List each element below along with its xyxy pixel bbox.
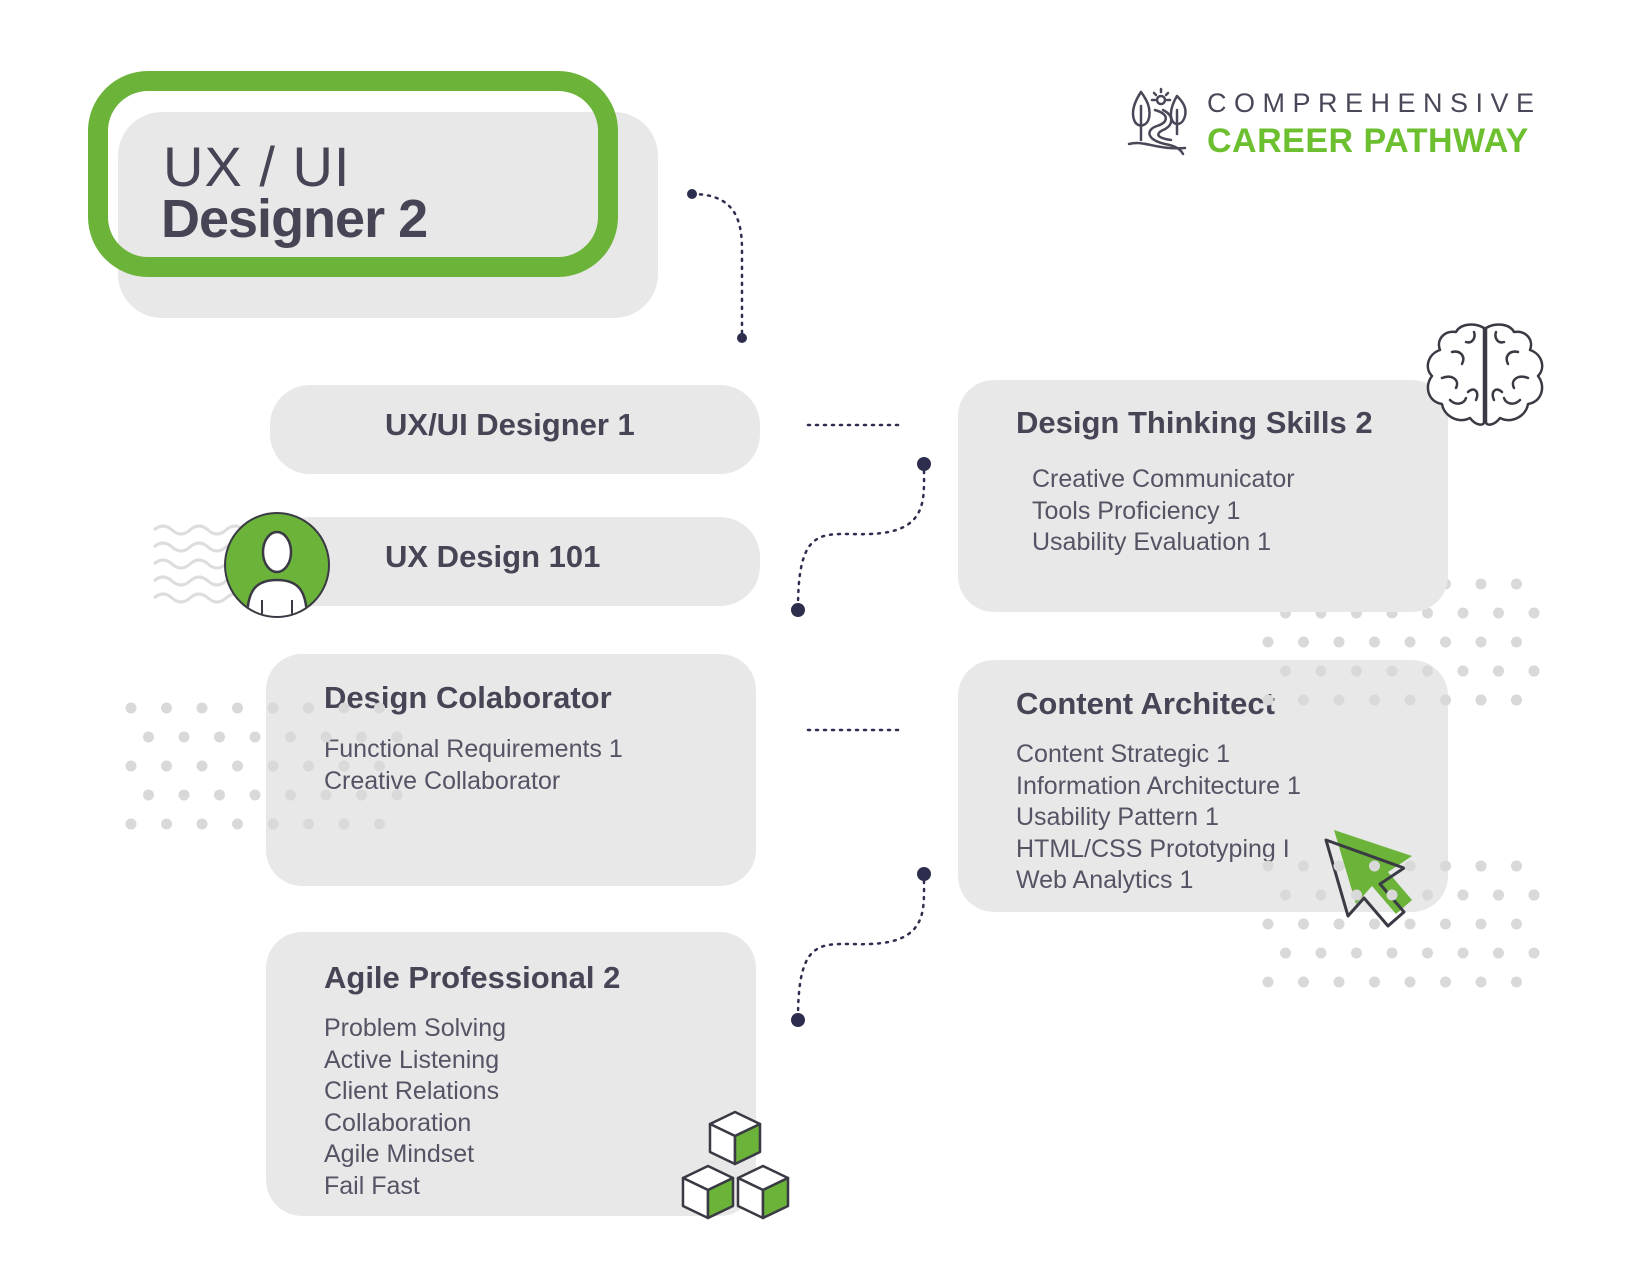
brand: COMPREHENSIVE CAREER PATHWAY bbox=[1125, 84, 1545, 164]
page-title-level: Designer 2 bbox=[161, 189, 428, 249]
skill-item: Client Relations bbox=[324, 1077, 500, 1105]
skill-item: Creative Communicator bbox=[1032, 465, 1295, 493]
title-card-frame bbox=[88, 71, 618, 277]
skill-card-design-thinking: Design Thinking Skills 2 Creative Commun… bbox=[958, 380, 1448, 612]
prerequisite-title: UX Design 101 bbox=[385, 539, 601, 574]
skill-card-title: Content Architect bbox=[1016, 686, 1275, 721]
prerequisite-title: UX/UI Designer 1 bbox=[385, 407, 635, 442]
skill-item: HTML/CSS Prototyping I bbox=[1016, 834, 1290, 863]
skill-card-title: Agile Professional 2 bbox=[324, 960, 621, 995]
prerequisite-card-ux-design-101: UX Design 101 bbox=[270, 517, 760, 606]
skill-item: Active Listening bbox=[324, 1045, 500, 1074]
title-card-shadow bbox=[118, 112, 658, 318]
skill-item: Agile Mindset bbox=[324, 1140, 475, 1168]
connector-title bbox=[690, 192, 744, 340]
stacked-cubes-icon bbox=[681, 1110, 790, 1220]
brand-title-line1: COMPREHENSIVE bbox=[1207, 88, 1542, 118]
skill-list: Problem Solving Active Listening Client … bbox=[324, 1013, 506, 1202]
skill-item: Fail Fast bbox=[324, 1171, 420, 1200]
page-title-role: UX / UI bbox=[163, 135, 351, 198]
user-avatar-icon bbox=[224, 512, 330, 618]
skill-item: Information Architecture 1 bbox=[1016, 771, 1301, 800]
winding-path-trees-icon bbox=[1127, 87, 1187, 156]
brain-icon bbox=[1426, 323, 1544, 426]
skill-card-title: Design Colaborator bbox=[324, 680, 612, 715]
skill-item: Content Strategic 1 bbox=[1016, 740, 1231, 768]
skill-card-title: Design Thinking Skills 2 bbox=[1016, 405, 1373, 440]
skill-item: Collaboration bbox=[324, 1108, 472, 1137]
skill-item: Problem Solving bbox=[324, 1014, 507, 1042]
skill-item: Tools Proficiency 1 bbox=[1032, 496, 1241, 525]
prerequisite-card-ux-ui-designer-1: UX/UI Designer 1 bbox=[270, 385, 760, 474]
skill-list: Content Strategic 1 Information Architec… bbox=[1016, 739, 1301, 897]
skill-item: Web Analytics 1 bbox=[1016, 866, 1194, 894]
skill-card-agile-professional: Agile Professional 2 Problem Solving Act… bbox=[266, 932, 756, 1216]
skill-list: Creative Communicator Tools Proficiency … bbox=[1032, 464, 1295, 559]
connector-curve-upper bbox=[796, 466, 926, 610]
connector-lines bbox=[690, 192, 926, 1020]
connector-endpoints bbox=[687, 189, 931, 1027]
dot-pattern-overlay bbox=[267, 665, 1540, 901]
skill-item: Usability Evaluation 1 bbox=[1032, 528, 1272, 556]
skill-item: Usability Pattern 1 bbox=[1016, 803, 1219, 831]
cursor-arrow-icon bbox=[1324, 830, 1412, 928]
brand-title-line2: CAREER PATHWAY bbox=[1207, 122, 1529, 160]
connector-curve-lower bbox=[796, 876, 926, 1020]
skill-item: Functional Requirements 1 bbox=[324, 735, 623, 763]
